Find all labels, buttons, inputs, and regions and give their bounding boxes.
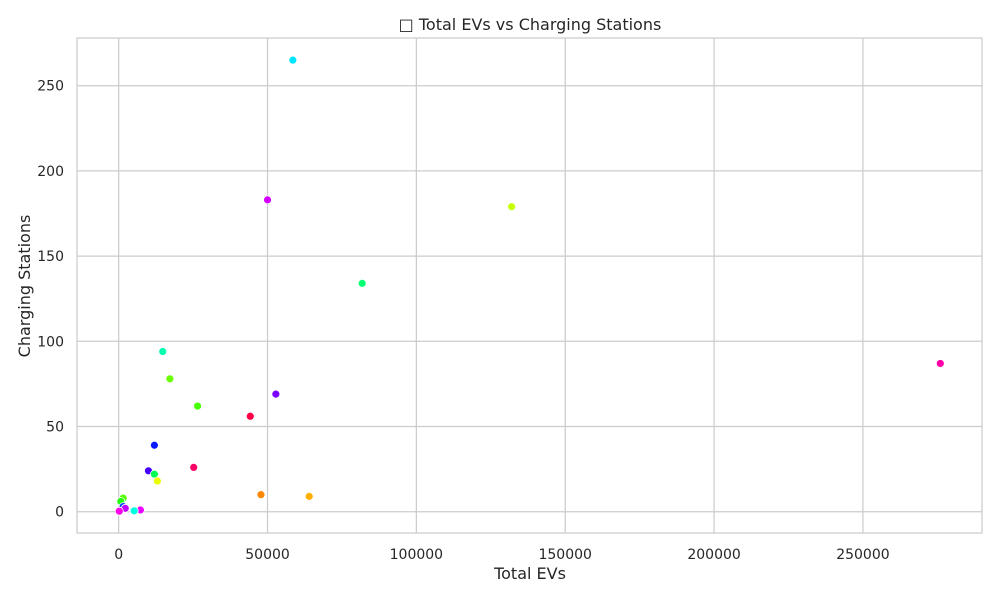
grid <box>77 38 982 533</box>
y-tick-label: 150 <box>37 249 64 265</box>
y-tick-label: 0 <box>55 505 64 521</box>
data-point <box>129 506 139 516</box>
x-axis-label: Total EVs <box>493 564 566 583</box>
plot-frame <box>76 37 983 534</box>
data-point <box>193 401 202 411</box>
data-point <box>114 506 124 516</box>
data-point <box>165 374 175 384</box>
data-point <box>158 347 168 356</box>
y-tick-label: 100 <box>37 334 64 350</box>
x-tick-label: 250000 <box>836 547 889 563</box>
x-tick-label: 100000 <box>390 547 443 563</box>
y-tick-label: 50 <box>46 420 64 436</box>
data-point <box>189 462 199 472</box>
data-point <box>256 490 266 500</box>
y-axis-ticks: 0 50 100 150 200 250 <box>37 79 64 521</box>
plot-area <box>77 38 982 533</box>
data-point <box>271 389 281 399</box>
y-axis-label: Charging Stations <box>15 215 34 358</box>
data-point <box>152 476 162 486</box>
data-points <box>114 55 945 516</box>
data-point <box>304 491 314 501</box>
data-point <box>263 195 272 205</box>
data-point <box>507 202 517 212</box>
data-point <box>288 55 298 65</box>
data-point <box>357 278 367 288</box>
x-tick-label: 0 <box>114 547 123 563</box>
x-tick-label: 50000 <box>245 547 290 563</box>
data-point <box>245 411 255 421</box>
x-axis-ticks: 0 50000 100000 150000 200000 250000 <box>114 547 889 563</box>
data-point <box>935 359 945 368</box>
chart-title: □ Total EVs vs Charging Stations <box>399 15 662 34</box>
x-tick-label: 150000 <box>538 547 591 563</box>
x-tick-label: 200000 <box>687 547 740 563</box>
y-tick-label: 200 <box>37 164 64 180</box>
data-point <box>150 440 159 450</box>
y-tick-label: 250 <box>37 79 64 95</box>
